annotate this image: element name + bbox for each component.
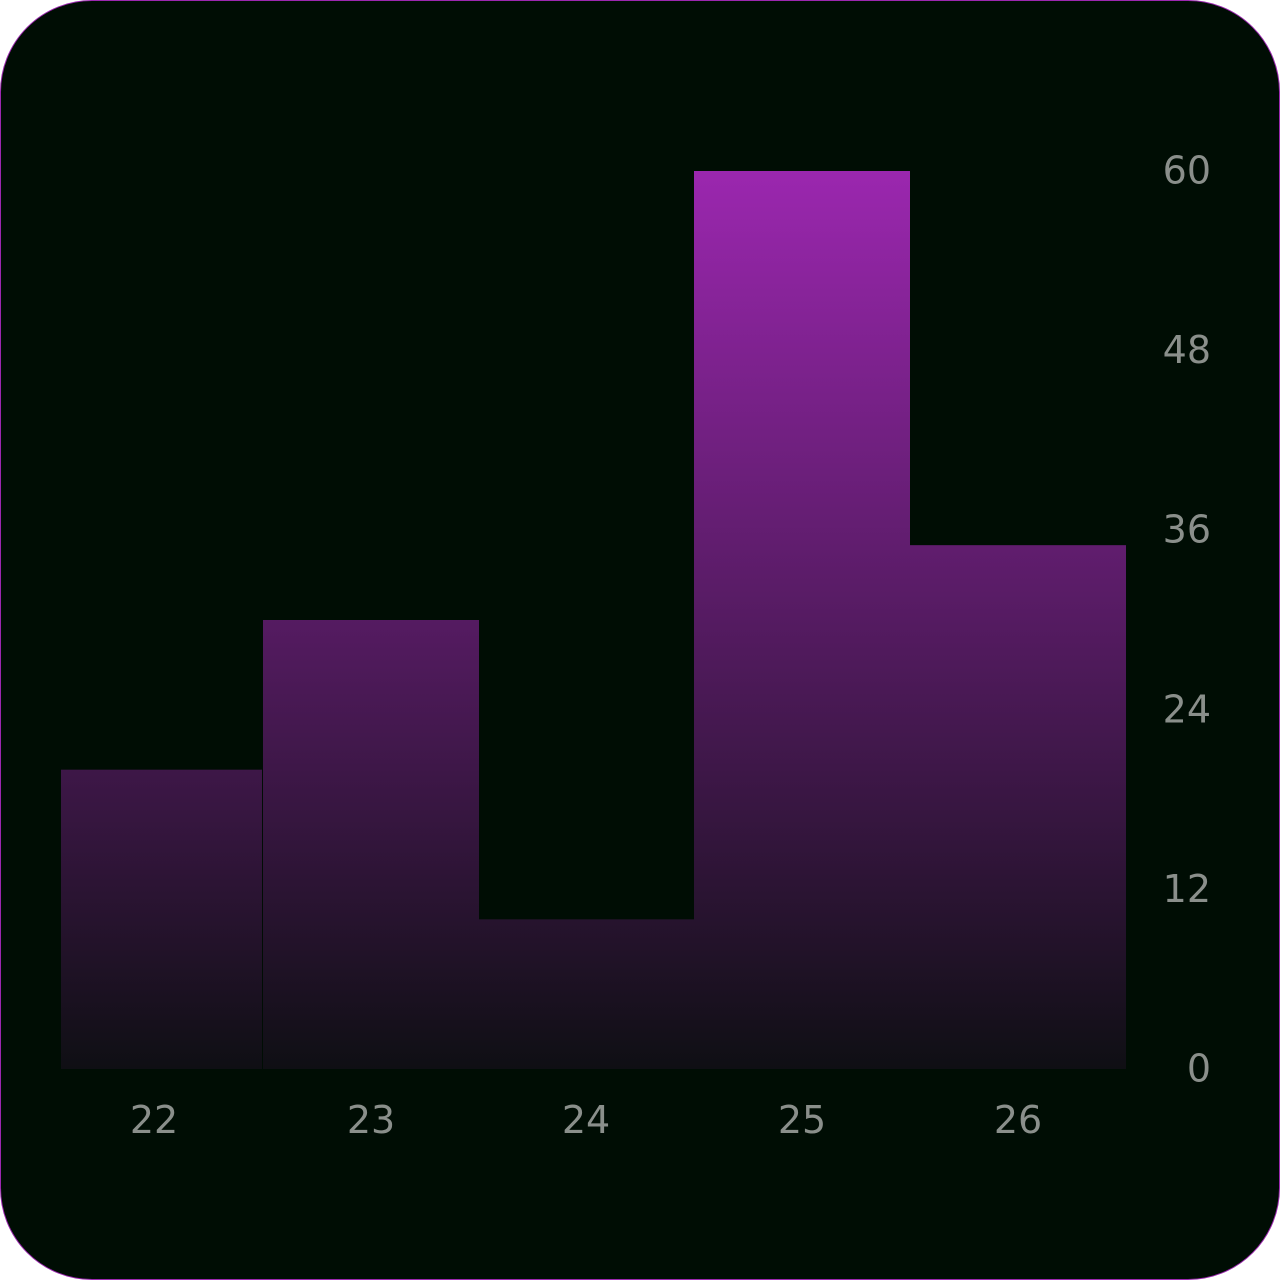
y-tick-label: 60 <box>1163 149 1211 193</box>
y-tick-label: 0 <box>1187 1047 1211 1091</box>
y-tick-label: 12 <box>1163 867 1211 911</box>
y-axis-tick-labels: 0 12 24 36 48 60 <box>1163 149 1211 1091</box>
bars-group <box>61 171 1126 1069</box>
y-tick-label: 36 <box>1163 508 1211 552</box>
bar-23 <box>263 620 479 1069</box>
bar-24 <box>478 919 694 1069</box>
x-tick-label: 23 <box>347 1098 395 1142</box>
y-tick-label: 48 <box>1163 328 1211 372</box>
x-tick-label: 22 <box>130 1098 178 1142</box>
y-tick-label: 24 <box>1163 687 1211 731</box>
x-tick-label: 24 <box>562 1098 610 1142</box>
bar-25 <box>694 171 910 1069</box>
x-tick-label: 26 <box>994 1098 1042 1142</box>
bar-26 <box>910 545 1126 1069</box>
x-axis-tick-labels: 22 23 24 25 26 <box>130 1098 1042 1142</box>
x-tick-label: 25 <box>778 1098 826 1142</box>
bar-22 <box>61 769 262 1069</box>
